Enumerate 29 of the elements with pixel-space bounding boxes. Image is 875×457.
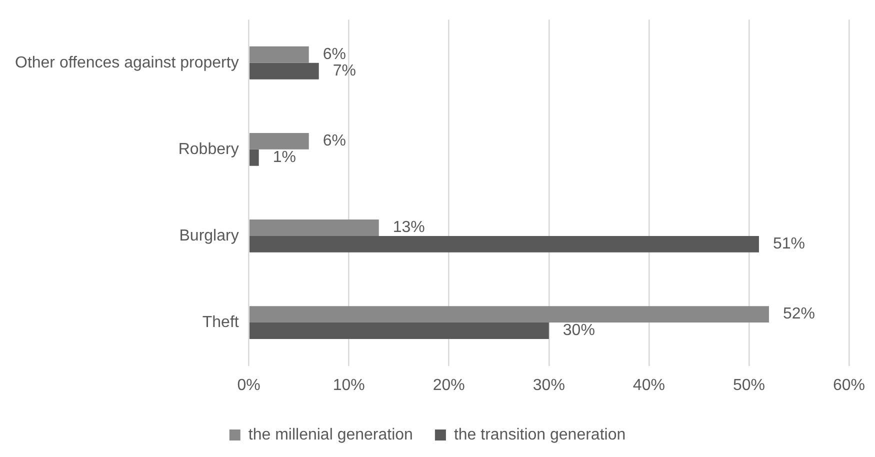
- bar: [249, 322, 549, 339]
- x-tick-label: 20%: [432, 376, 465, 394]
- bar: [249, 149, 259, 166]
- x-tick-label: 10%: [332, 376, 365, 394]
- legend-label: the millenial generation: [248, 426, 413, 444]
- bar: [249, 306, 769, 323]
- bar: [249, 132, 309, 150]
- x-tick-label: 0%: [237, 376, 260, 394]
- x-tick-label: 50%: [732, 376, 765, 394]
- y-tick-label: Theft: [202, 314, 240, 331]
- data-label: 30%: [562, 322, 595, 340]
- y-tick-label: Robbery: [178, 140, 239, 158]
- x-tick-label: 30%: [532, 376, 565, 394]
- data-label: 6%: [322, 132, 346, 150]
- data-label: 6%: [322, 46, 346, 64]
- data-label: 1%: [272, 149, 296, 166]
- data-label: 13%: [392, 219, 425, 236]
- legend-label: the transition generation: [454, 426, 626, 444]
- data-label: 7%: [332, 62, 356, 80]
- bar: [249, 46, 309, 63]
- y-tick-label: Other offences against property: [14, 54, 239, 72]
- data-label: 52%: [782, 306, 815, 323]
- data-label: 51%: [772, 236, 805, 253]
- bar: [249, 62, 319, 80]
- y-tick-label: Burglary: [179, 227, 239, 244]
- bar: [249, 236, 759, 252]
- x-tick-label: 60%: [832, 376, 866, 394]
- bar: [249, 220, 379, 236]
- x-tick-label: 40%: [632, 376, 665, 394]
